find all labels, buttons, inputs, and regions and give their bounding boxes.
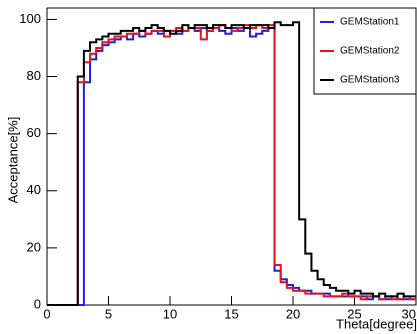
x-tick-label: 5 [105, 306, 112, 321]
y-tick-label: 40 [27, 182, 41, 197]
x-tick-label: 0 [43, 306, 50, 321]
x-tick-label: 25 [347, 306, 361, 321]
histogram-line [47, 21, 416, 306]
y-tick-label: 20 [27, 239, 41, 254]
x-tick-label: 30 [402, 306, 416, 321]
x-tick-label: 10 [163, 306, 177, 321]
y-tick-label: 60 [27, 125, 41, 140]
x-axis-label: Theta[degree] [336, 316, 417, 331]
x-tick-label: 15 [224, 306, 238, 321]
y-tick-label: 0 [34, 296, 41, 311]
y-axis-label: Acceptance[%] [5, 117, 20, 204]
histogram-line [47, 24, 416, 306]
legend-label: GEMStation3 [340, 75, 400, 86]
legend-label: GEMStation1 [340, 17, 400, 28]
y-tick-label: 80 [27, 68, 41, 83]
y-tick-label: 100 [19, 11, 41, 26]
x-tick-label: 20 [286, 306, 300, 321]
legend-label: GEMStation2 [340, 46, 400, 57]
